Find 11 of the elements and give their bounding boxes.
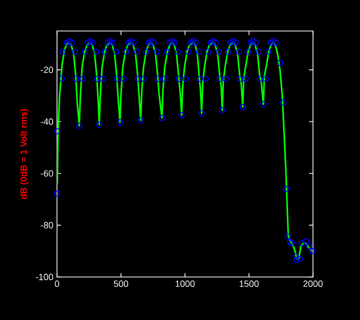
y-axis-title: dB (0dB = 1 Volt rms) <box>20 109 29 199</box>
y-tick-label: -60 <box>40 170 54 177</box>
x-tick-label: 2000 <box>303 280 323 287</box>
x-tick-label: 1500 <box>240 280 259 287</box>
y-tick-label: -40 <box>40 118 54 125</box>
y-tick-label: -20 <box>40 66 54 74</box>
x-tick-label: 1000 <box>176 280 195 287</box>
y-tick-label: -80 <box>40 222 54 228</box>
y-tick-label: -100 <box>36 274 54 280</box>
x-tick-label: 500 <box>114 280 128 287</box>
x-tick-label: 0 <box>54 280 60 287</box>
